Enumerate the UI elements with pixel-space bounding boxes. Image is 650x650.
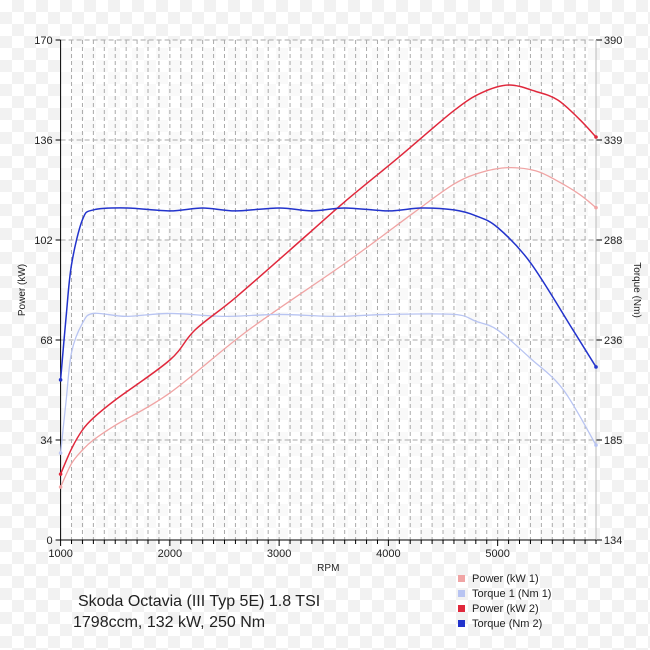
- x-tick-label: 1000: [48, 548, 72, 560]
- y2-tick-label: 185: [604, 435, 622, 447]
- chart-title: Skoda Octavia (III Typ 5E) 1.8 TSI: [78, 593, 321, 610]
- series-endpoint: [594, 205, 598, 210]
- y2-tick-label: 390: [604, 35, 622, 47]
- y-tick-label: 170: [34, 35, 52, 47]
- y-tick-label: 68: [40, 335, 52, 347]
- x-axis-label: RPM: [317, 563, 339, 574]
- x-tick-label: 2000: [158, 548, 182, 560]
- legend-label: Power (kW 1): [472, 572, 539, 585]
- x-tick-label: 3000: [267, 548, 291, 560]
- series-endpoint: [58, 451, 63, 455]
- legend-label: Power (kW 2): [472, 602, 539, 615]
- series-endpoint: [594, 135, 598, 139]
- series-line-3: [59, 84, 597, 475]
- chart-subtitle: 1798ccm, 132 kW, 250 Nm: [73, 614, 266, 631]
- legend-item: Torque 1 (Nm 1): [458, 586, 551, 601]
- legend-swatch: [458, 605, 465, 612]
- y-tick-label: 136: [34, 135, 52, 147]
- y-axis-label: Power (kW): [17, 264, 28, 316]
- legend-swatch: [458, 575, 465, 582]
- legend-item: Power (kW 2): [458, 601, 551, 616]
- y2-tick-label: 288: [604, 235, 622, 247]
- y2-tick-label: 236: [604, 335, 622, 347]
- series-endpoint: [58, 472, 63, 476]
- legend-swatch: [458, 620, 465, 627]
- legend-label: Torque (Nm 2): [472, 617, 543, 630]
- legend-item: Power (kW 1): [458, 571, 551, 586]
- x-tick-label: 5000: [485, 548, 509, 560]
- legend-swatch: [458, 590, 465, 597]
- y-tick-label: 102: [34, 235, 52, 247]
- plot-area: [60, 40, 597, 540]
- series-endpoint: [594, 365, 598, 369]
- series-line-1: [60, 166, 597, 488]
- legend-item: Torque (Nm 2): [458, 616, 551, 631]
- series-line-2: [59, 312, 597, 454]
- y-tick-label: 0: [46, 535, 52, 547]
- series-endpoint: [58, 378, 63, 382]
- legend: Power (kW 1) Torque 1 (Nm 1) Power (kW 2…: [458, 571, 551, 631]
- y2-tick-label: 339: [604, 135, 622, 147]
- legend-label: Torque 1 (Nm 1): [472, 587, 552, 600]
- series-endpoint: [58, 485, 63, 489]
- series-endpoint: [594, 443, 598, 447]
- y-tick-label: 34: [40, 435, 52, 447]
- x-tick-label: 4000: [376, 548, 400, 560]
- y2-tick-label: 134: [604, 535, 622, 547]
- series-line-4: [59, 207, 597, 380]
- y2-axis-label: Torque (Nm): [631, 262, 642, 318]
